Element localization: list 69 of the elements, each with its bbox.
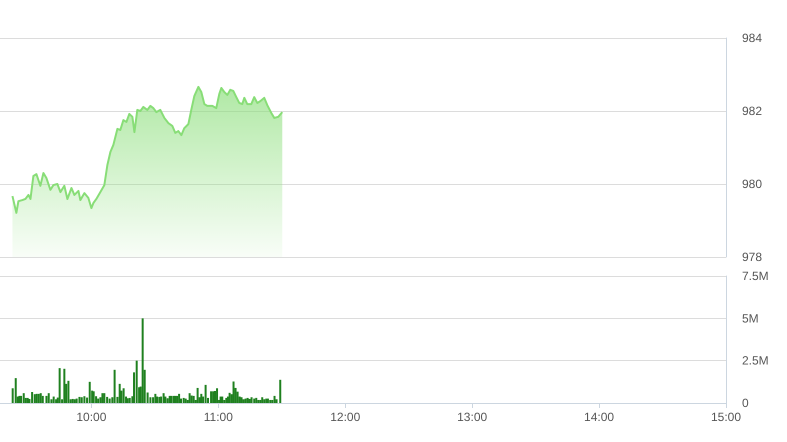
bar [128, 398, 131, 403]
bar [122, 388, 125, 403]
bar [48, 393, 50, 403]
bar [190, 396, 193, 403]
bar [31, 392, 34, 403]
bar [248, 398, 251, 403]
bar [210, 391, 212, 403]
x-tick-label: 13:00 [457, 410, 488, 424]
bar [136, 360, 138, 403]
bar [164, 396, 166, 403]
bar [178, 394, 180, 403]
bar [242, 399, 245, 403]
x-tick-label: 12:00 [330, 410, 361, 424]
bar [22, 393, 25, 403]
bar [232, 381, 235, 403]
bar [204, 384, 207, 403]
bar [255, 398, 258, 403]
bar [45, 396, 48, 403]
y-tick-label: 5M [742, 311, 759, 326]
bar [118, 384, 121, 403]
x-tick-label: 15:00 [710, 410, 742, 424]
y-tick-label: 980 [742, 177, 762, 191]
bar [152, 397, 154, 403]
bar [271, 400, 274, 403]
bar [97, 398, 100, 403]
bar [261, 397, 264, 403]
bar [274, 396, 276, 403]
bar [83, 396, 86, 403]
bar [99, 397, 102, 403]
bar [40, 393, 42, 403]
y-tick-label: 984 [742, 31, 762, 45]
bar [182, 398, 185, 403]
y-tick-label: 982 [742, 104, 762, 118]
bar [240, 397, 243, 403]
x-tick-label: 11:00 [204, 410, 234, 424]
bar [166, 398, 169, 403]
bar [108, 398, 111, 403]
bar [58, 368, 61, 403]
bar [142, 318, 144, 403]
y-tick-label: 2.5M [742, 354, 769, 368]
bar [269, 400, 272, 403]
bar [168, 396, 171, 403]
bar [78, 396, 80, 403]
bar [162, 393, 165, 403]
bar [216, 388, 218, 403]
y-tick-label: 978 [742, 250, 762, 264]
bar [67, 380, 70, 403]
bar [170, 396, 172, 403]
bar [279, 380, 282, 403]
bar [192, 396, 195, 403]
y-tick-label: 7.5M [742, 269, 769, 283]
bar [114, 370, 116, 403]
bar [250, 397, 253, 403]
bar [214, 390, 216, 403]
bar [80, 397, 83, 403]
x-tick-label: 14:00 [584, 410, 614, 424]
bar [103, 393, 106, 403]
bar [188, 393, 191, 403]
bar [106, 396, 108, 403]
bar [42, 396, 44, 403]
bar [52, 396, 55, 403]
bar [38, 394, 40, 403]
bar [196, 388, 199, 403]
x-tick-label: 10:00 [76, 410, 107, 424]
y-tick-label: 0 [742, 396, 749, 410]
bar [101, 393, 104, 403]
bar [253, 398, 256, 403]
bar [236, 392, 239, 403]
bar [88, 382, 91, 403]
